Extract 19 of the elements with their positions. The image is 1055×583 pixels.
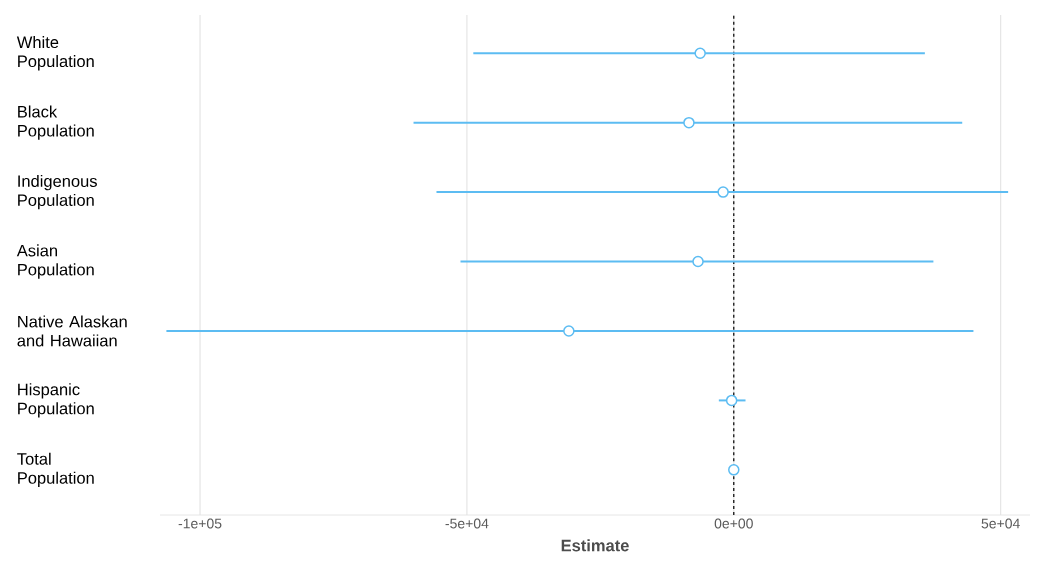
y-tick-label: Black Population [18,105,94,140]
point [717,186,729,198]
point [694,47,706,59]
x-tick-label: 0e+00 [714,518,753,529]
point [725,394,738,407]
y-tick-label: Hispanic Population [18,383,94,418]
y-tick-label: Native Alaskan and Hawaiian [17,315,127,347]
y-tick-label: White Population [16,36,94,71]
point [563,325,575,337]
x-tick-label: -1e+05 [178,518,222,529]
x-axis-title: Estimate [561,539,629,552]
y-tick-label: Indigenous Population [18,174,97,210]
point [683,116,695,129]
y-tick-label: Total Population [17,452,94,488]
x-tick-label: 5e+04 [981,518,1020,529]
y-tick-label: Asian Population [16,244,94,279]
x-tick-label: -5e+04 [445,518,489,529]
point [728,464,740,476]
point [692,255,704,268]
